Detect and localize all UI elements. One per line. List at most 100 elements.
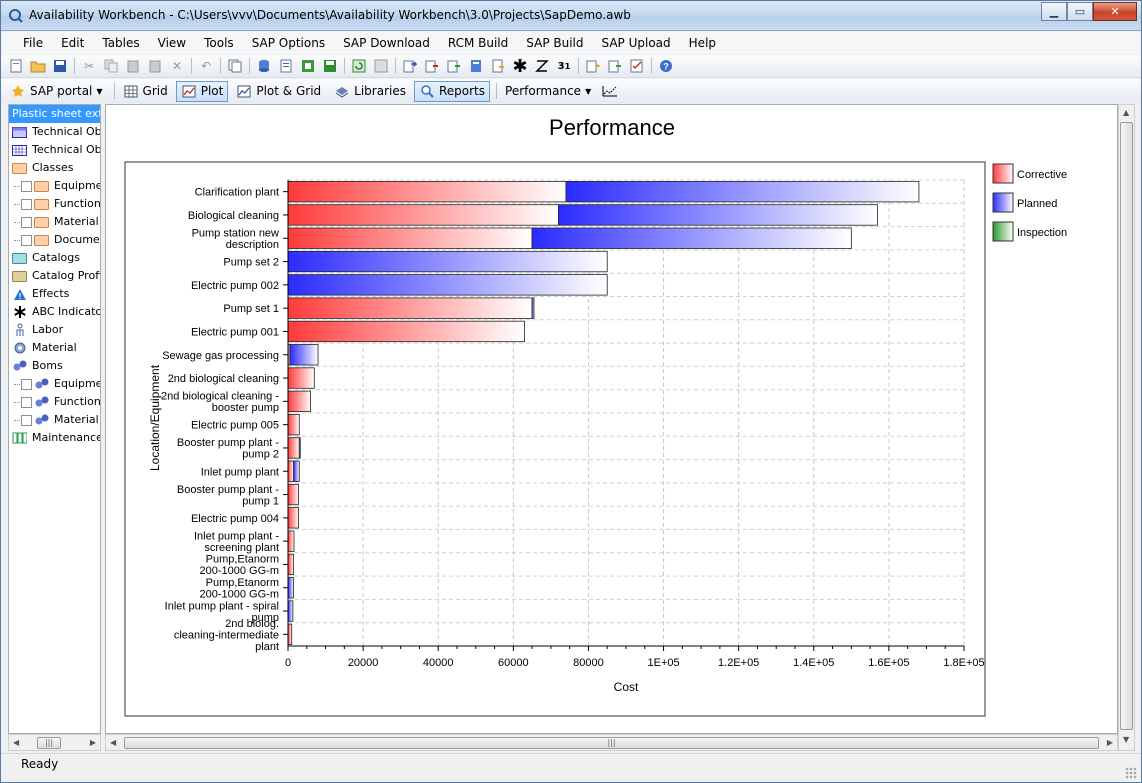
- y-tick-label: 2nd biolog. cleaning-intermediate plant: [174, 618, 279, 653]
- refresh-icon[interactable]: [351, 58, 367, 74]
- scroll-thumb[interactable]: |||: [124, 737, 1099, 749]
- asterisk-icon[interactable]: ✱: [512, 55, 528, 77]
- tree-item[interactable]: Functiona: [9, 195, 100, 213]
- scroll-thumb[interactable]: |||: [37, 737, 61, 749]
- scroll-right-icon[interactable]: ▶: [1106, 738, 1113, 747]
- save-icon[interactable]: [52, 58, 68, 74]
- resize-grip-icon[interactable]: [1125, 767, 1137, 779]
- tree-item[interactable]: Material: [9, 339, 100, 357]
- help-icon[interactable]: ?: [658, 58, 674, 74]
- upload-icon[interactable]: [585, 58, 601, 74]
- open-folder-icon[interactable]: [30, 58, 46, 74]
- tree-checkbox[interactable]: [21, 198, 32, 210]
- menu-file[interactable]: File: [23, 36, 44, 50]
- menu-sap-options[interactable]: SAP Options: [251, 36, 326, 50]
- menu-edit[interactable]: Edit: [61, 36, 85, 50]
- tree-item[interactable]: Catalog Profile: [9, 267, 100, 285]
- tree-item[interactable]: Material C: [9, 213, 100, 231]
- tree-item[interactable]: Functiona: [9, 393, 100, 411]
- tree-item[interactable]: Catalogs: [9, 249, 100, 267]
- calculator-icon[interactable]: [468, 58, 484, 74]
- tree-item-label: Catalog Profile: [32, 269, 100, 282]
- tree-item[interactable]: Document: [9, 231, 100, 249]
- maximize-button[interactable]: ▭: [1067, 2, 1093, 21]
- new-icon[interactable]: [8, 58, 24, 74]
- menu-tools[interactable]: Tools: [204, 36, 234, 50]
- chart-settings-icon[interactable]: [602, 83, 618, 99]
- scroll-up-icon[interactable]: ▲: [1123, 108, 1130, 117]
- performance-dropdown[interactable]: Performance ▼: [500, 81, 596, 102]
- tree-checkbox[interactable]: [21, 414, 32, 426]
- reports-button[interactable]: Reports: [413, 80, 491, 102]
- tree-item[interactable]: Classes: [9, 159, 100, 177]
- undo-icon[interactable]: ↶: [200, 59, 212, 73]
- import-green-icon[interactable]: [446, 58, 462, 74]
- pages-icon[interactable]: [227, 58, 243, 74]
- y-tick-label: Clarification plant: [195, 187, 279, 199]
- scroll-down-icon[interactable]: ▼: [1123, 735, 1130, 744]
- cut-icon[interactable]: ✂: [83, 59, 95, 73]
- tree-checkbox[interactable]: [21, 378, 32, 390]
- tree-item[interactable]: Boms: [9, 357, 100, 375]
- scroll-right-icon[interactable]: ▶: [89, 738, 96, 747]
- tree-item[interactable]: Technical Obj: [9, 123, 100, 141]
- bar-planned: [531, 297, 535, 319]
- tree-item[interactable]: ABC Indicator: [9, 303, 100, 321]
- legend-swatch-planned: [992, 192, 1014, 213]
- chart-vertical-scrollbar[interactable]: ▲ ▼: [1118, 104, 1135, 751]
- plot-and-grid-button[interactable]: Plot & Grid: [231, 81, 326, 102]
- scroll-left-icon[interactable]: ◀: [110, 738, 117, 747]
- tree-item-label: Catalogs: [32, 251, 80, 264]
- download-icon[interactable]: [607, 58, 623, 74]
- sort-icon[interactable]: [534, 58, 550, 74]
- spreadsheet-icon[interactable]: [300, 58, 316, 74]
- import-icon[interactable]: [402, 58, 418, 74]
- menu-sap-download[interactable]: SAP Download: [343, 36, 430, 50]
- tree-item[interactable]: Labor: [9, 321, 100, 339]
- tree-item[interactable]: Material B: [9, 411, 100, 429]
- close-button[interactable]: ✕: [1093, 2, 1137, 21]
- libraries-button[interactable]: Libraries: [329, 81, 411, 102]
- paste-special-icon[interactable]: [147, 58, 163, 74]
- tree-item[interactable]: Equipment: [9, 177, 100, 195]
- report-icon[interactable]: [490, 58, 506, 74]
- tree-item-label: Classes: [32, 161, 74, 174]
- menu-view[interactable]: View: [157, 36, 187, 50]
- checklist-icon[interactable]: [629, 58, 645, 74]
- refresh-all-icon[interactable]: [373, 58, 389, 74]
- database-icon[interactable]: [256, 58, 272, 74]
- scroll-left-icon[interactable]: ◀: [13, 738, 20, 747]
- asterisk-icon: [12, 306, 27, 318]
- copy-icon[interactable]: [103, 58, 119, 74]
- bar-planned: [293, 460, 300, 482]
- tree-checkbox[interactable]: [21, 180, 32, 192]
- menu-help[interactable]: Help: [688, 36, 717, 50]
- import-red-icon[interactable]: [424, 58, 440, 74]
- tree-checkbox[interactable]: [21, 234, 32, 246]
- tree-checkbox[interactable]: [21, 216, 32, 228]
- chart-horizontal-scrollbar[interactable]: ◀ ||| ▶: [105, 734, 1118, 751]
- paste-icon[interactable]: [125, 58, 141, 74]
- bar-planned: [557, 204, 879, 226]
- close-icon: ✕: [1110, 5, 1120, 18]
- tree-item[interactable]: Equipment: [9, 375, 100, 393]
- menu-tables[interactable]: Tables: [102, 36, 140, 50]
- tree-item[interactable]: Plastic sheet extru: [9, 105, 100, 123]
- document-icon[interactable]: [278, 58, 294, 74]
- export-save-icon[interactable]: [322, 58, 338, 74]
- scroll-thumb[interactable]: [1120, 122, 1133, 730]
- tree-horizontal-scrollbar[interactable]: ◀ ||| ▶: [8, 734, 101, 751]
- menu-sap-build[interactable]: SAP Build: [526, 36, 584, 50]
- delete-icon[interactable]: ✕: [171, 59, 183, 73]
- tree-item[interactable]: Technical Obj: [9, 141, 100, 159]
- tree-checkbox[interactable]: [21, 396, 32, 408]
- tree-item[interactable]: Maintenance P: [9, 429, 100, 447]
- plot-button[interactable]: Plot: [175, 80, 229, 102]
- minimize-button[interactable]: ▁: [1041, 2, 1067, 21]
- sap-portal-dropdown[interactable]: SAP portal ▼: [5, 81, 108, 102]
- grid-button[interactable]: Grid: [118, 81, 173, 102]
- menu-rcm-build[interactable]: RCM Build: [447, 36, 509, 50]
- tree-item[interactable]: ! Effects: [9, 285, 100, 303]
- menu-sap-upload[interactable]: SAP Upload: [601, 36, 671, 50]
